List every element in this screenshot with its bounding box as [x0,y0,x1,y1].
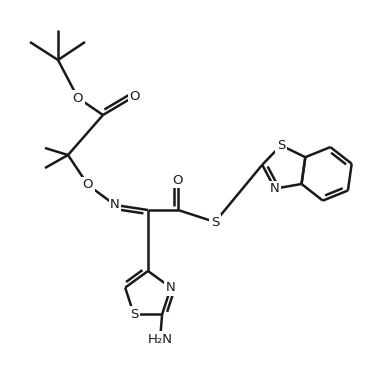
Text: N: N [166,281,176,294]
Text: S: S [130,308,138,321]
Text: O: O [130,89,140,103]
Text: H₂N: H₂N [148,333,173,346]
Text: S: S [277,139,285,152]
Text: O: O [83,178,93,191]
Text: N: N [270,182,280,195]
Text: O: O [173,173,183,187]
Text: O: O [73,92,83,105]
Text: N: N [110,198,120,212]
Text: S: S [211,216,219,229]
